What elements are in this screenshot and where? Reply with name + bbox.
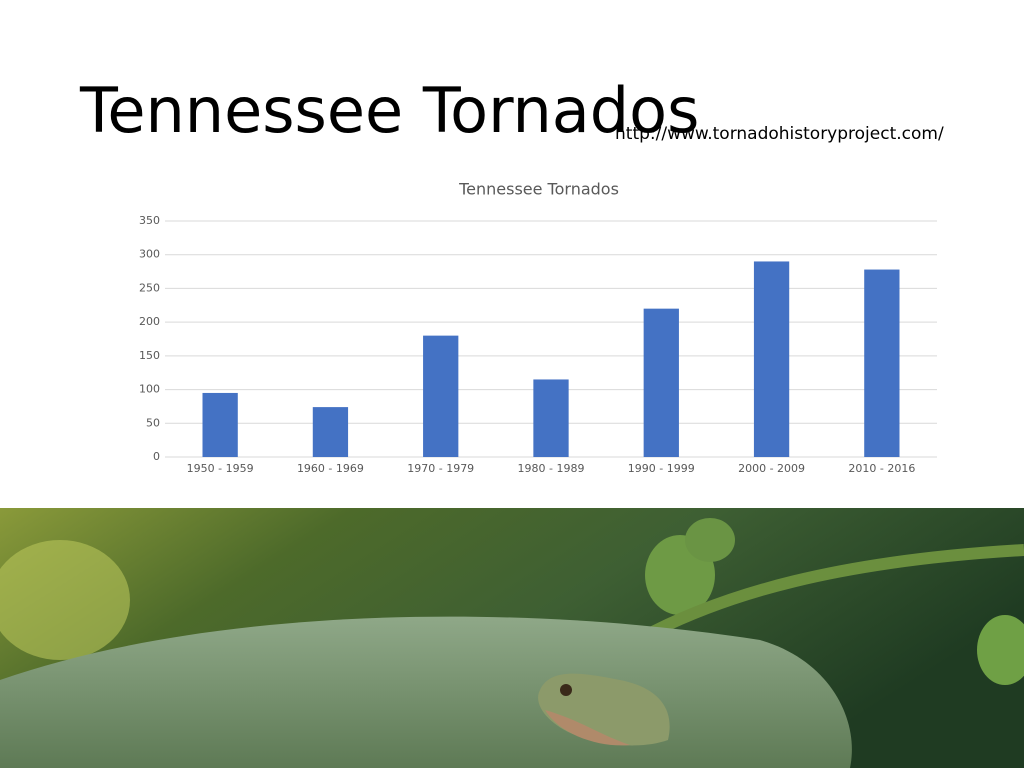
x-tick-label: 1980 - 1989 xyxy=(518,462,585,475)
bar xyxy=(423,335,459,457)
x-tick-label: 2010 - 2016 xyxy=(848,462,915,475)
x-tick-label: 1970 - 1979 xyxy=(407,462,474,475)
y-tick-label: 200 xyxy=(139,315,160,328)
slide-title: Tennessee Tornados xyxy=(79,74,699,147)
bar xyxy=(312,407,349,457)
y-tick-label: 300 xyxy=(139,248,160,261)
bar xyxy=(753,261,790,457)
y-tick-label: 0 xyxy=(153,450,160,463)
x-tick-label: 1960 - 1969 xyxy=(297,462,364,475)
x-tick-label: 2000 - 2009 xyxy=(738,462,805,475)
bar xyxy=(864,269,900,457)
y-tick-label: 100 xyxy=(139,383,160,396)
y-tick-label: 50 xyxy=(146,416,160,429)
bar xyxy=(533,379,569,457)
source-url: http://www.tornadohistoryproject.com/ xyxy=(615,124,944,144)
y-tick-label: 250 xyxy=(139,281,160,294)
photo xyxy=(0,508,1024,768)
y-tick-label: 350 xyxy=(139,214,160,227)
chart-title: Tennessee Tornados xyxy=(458,180,619,199)
y-tick-label: 150 xyxy=(139,349,160,362)
chart: 0 50 100 150 200 250 300 350 1950 - 1959 1960 - 1… xyxy=(139,214,937,475)
x-tick-label: 1950 - 1959 xyxy=(187,462,254,475)
bar xyxy=(202,392,238,457)
bar xyxy=(643,308,679,457)
x-tick-label: 1990 - 1999 xyxy=(628,462,695,475)
